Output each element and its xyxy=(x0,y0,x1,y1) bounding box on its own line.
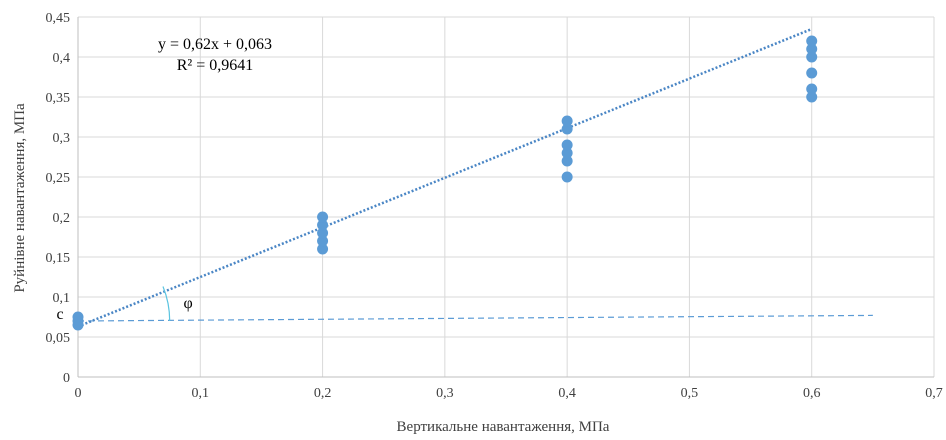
x-tick-label: 0,7 xyxy=(925,386,943,401)
data-point xyxy=(317,243,329,255)
y-tick-label: 0 xyxy=(63,371,70,386)
c-label: c xyxy=(56,306,63,323)
data-point xyxy=(806,35,818,47)
trendline-equation: y = 0,62x + 0,063 xyxy=(158,36,272,53)
data-point xyxy=(317,227,329,239)
data-point xyxy=(806,67,818,79)
data-point xyxy=(561,147,573,159)
data-point xyxy=(561,171,573,183)
y-tick-label: 0,15 xyxy=(46,251,71,266)
reference-line xyxy=(77,314,873,322)
data-point xyxy=(806,51,818,63)
y-tick-label: 0,2 xyxy=(53,211,71,226)
data-point xyxy=(317,235,329,247)
data-point xyxy=(806,91,818,103)
data-point xyxy=(806,83,818,95)
data-point xyxy=(561,155,573,167)
reference-line-group xyxy=(77,314,873,322)
x-tick-label: 0,5 xyxy=(681,386,699,401)
y-tick-label: 0,3 xyxy=(53,131,71,146)
data-point xyxy=(317,219,329,231)
y-tick-label: 0,25 xyxy=(46,171,71,186)
x-tick-label: 0,1 xyxy=(192,386,210,401)
r-squared-label: R² = 0,9641 xyxy=(177,57,254,74)
data-points xyxy=(72,35,818,331)
y-tick-label: 0,35 xyxy=(46,91,71,106)
x-tick-label: 0,3 xyxy=(436,386,454,401)
x-axis-title: Вертикальне навантаження, МПа xyxy=(397,419,610,435)
y-tick-label: 0,45 xyxy=(46,11,71,26)
data-point xyxy=(561,139,573,151)
data-point xyxy=(317,211,329,223)
tick-labels: 0 0,1 0,2 0,3 0,4 0,5 0,6 0,7 0 0,05 0,1 0,15 0,2 0,2… xyxy=(46,11,943,401)
data-point xyxy=(561,123,573,135)
y-tick-label: 0,4 xyxy=(53,51,71,66)
data-point xyxy=(72,311,84,323)
y-axis-title: Руйнівне навантаження, МПа xyxy=(12,103,28,293)
phi-label: φ xyxy=(183,295,192,312)
y-tick-label: 0,1 xyxy=(53,291,71,306)
y-tick-label: 0,05 xyxy=(46,331,71,346)
data-point xyxy=(806,43,818,55)
x-tick-label: 0,2 xyxy=(314,386,332,401)
x-tick-label: 0,4 xyxy=(558,386,576,401)
phi-angle-arc xyxy=(162,286,171,322)
x-tick-label: 0 xyxy=(75,386,82,401)
x-tick-label: 0,6 xyxy=(803,386,821,401)
data-point xyxy=(561,115,573,127)
